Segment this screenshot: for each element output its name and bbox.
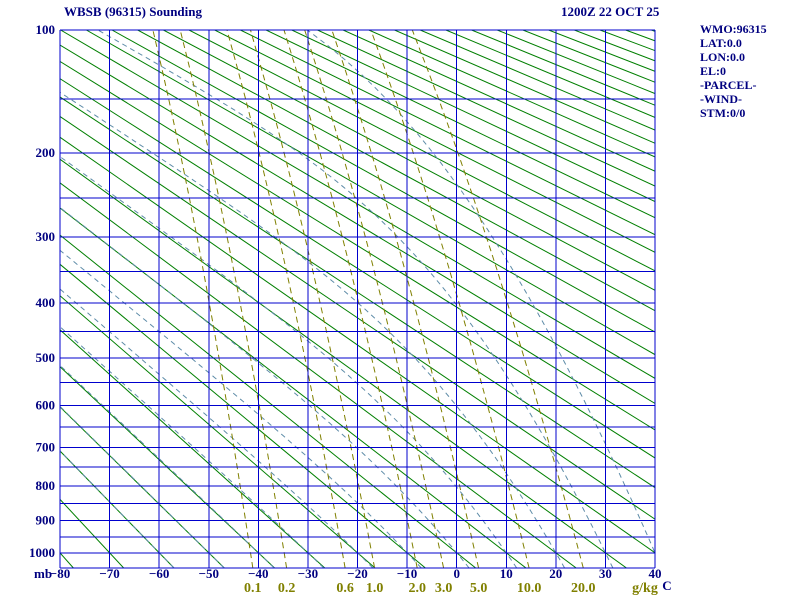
moist-adiabat-line	[60, 364, 275, 568]
moist-adiabat-line	[306, 30, 655, 555]
info-line: -PARCEL-	[700, 78, 757, 92]
dry-adiabat-line	[188, 30, 655, 272]
dry-adiabat-line	[214, 30, 655, 253]
mixing-ratio-line	[152, 30, 254, 568]
temperature-label: 0	[453, 566, 460, 581]
mixing-ratio-label: 1.0	[366, 581, 384, 596]
pressure-label: 300	[36, 229, 56, 244]
pressure-label: 200	[36, 145, 56, 160]
temperature-label: 20	[549, 566, 562, 581]
dry-adiabat-line	[60, 498, 125, 568]
temperature-label: −60	[149, 566, 169, 581]
pressure-temperature-grid	[59, 29, 656, 569]
info-line: WMO:96315	[700, 22, 767, 36]
mixing-ratio-unit-label: g/kg	[632, 581, 658, 596]
mixing-ratio-label: 5.0	[470, 581, 488, 596]
dry-adiabat-line	[394, 30, 655, 144]
dry-adiabat-line	[60, 406, 225, 568]
dry-adiabat-line	[137, 30, 655, 312]
pressure-label: 500	[36, 350, 56, 365]
dry-adiabat-line	[86, 30, 655, 356]
temperature-label: −70	[99, 566, 119, 581]
pressure-label: 600	[36, 398, 56, 413]
dry-adiabat-line	[291, 30, 655, 203]
dry-adiabat-line	[60, 78, 655, 459]
dry-adiabat-line	[60, 182, 577, 568]
moist-adiabat-line	[60, 450, 175, 568]
moist-adiabat-line	[60, 405, 225, 568]
moist-adiabat-line	[60, 91, 566, 568]
dry-adiabat-line	[60, 96, 655, 489]
dry-adiabat-line	[60, 329, 326, 568]
temperature-label: −80	[50, 566, 70, 581]
dry-adiabat-line	[60, 44, 655, 405]
info-line: LAT:0.0	[700, 36, 742, 50]
info-line: LON:0.0	[700, 50, 745, 64]
pressure-label: 400	[36, 295, 56, 310]
dry-adiabat-line	[60, 207, 527, 568]
dry-adiabat-line	[317, 30, 655, 187]
mixing-ratio-label: 0.6	[336, 581, 354, 596]
dry-adiabat-line	[60, 450, 175, 568]
dry-adiabat-line	[342, 30, 655, 172]
pressure-label: 100	[36, 22, 56, 37]
mixing-ratio-line	[250, 30, 376, 568]
temperature-label: 10	[500, 566, 513, 581]
info-line: STM:0/0	[700, 106, 746, 120]
temperature-label: −30	[298, 566, 318, 581]
dry-adiabat-line	[240, 30, 655, 236]
temperature-unit-label: C	[662, 578, 671, 593]
mixing-ratio-line	[179, 30, 288, 568]
pressure-label: 800	[36, 478, 56, 493]
dry-adiabat-line	[265, 30, 655, 219]
temperature-label: −40	[248, 566, 268, 581]
pressure-label: 700	[36, 440, 56, 455]
temperature-label: −50	[199, 566, 219, 581]
mixing-ratio-label: 0.2	[278, 581, 296, 596]
temperature-label: 40	[649, 566, 662, 581]
pressure-label: 900	[36, 513, 56, 528]
pressure-label: 1000	[29, 545, 55, 560]
dry-adiabat-line	[60, 365, 275, 568]
dry-adiabat-line	[60, 158, 627, 568]
dry-adiabat-line	[60, 60, 655, 431]
dry-adiabat-line	[60, 234, 477, 568]
dry-adiabat-line	[111, 30, 655, 333]
mixing-ratio-line	[226, 30, 346, 568]
dry-adiabat-line	[60, 30, 655, 379]
info-line: -WIND-	[700, 92, 742, 106]
mixing-ratio-line	[411, 30, 584, 568]
dry-adiabat-line	[60, 115, 655, 520]
moist-adiabat-line	[60, 288, 374, 568]
station-info-panel: WMO:96315 LAT:0.0 LON:0.0 EL:0 -PARCEL- -WIND…	[700, 22, 767, 120]
chart-datetime: 1200Z 22 OCT 25	[561, 4, 660, 19]
moist-adiabat-line	[60, 206, 470, 568]
moist-adiabat-line	[60, 249, 422, 568]
dry-adiabat-line	[420, 30, 655, 131]
mixing-ratio-label: 10.0	[517, 581, 542, 596]
dry-adiabat-line	[368, 30, 655, 158]
axis-labels-group: 0.1 0.2 0.6 1.0 2.0 3.0 5.0 10.0 20.0 g/kg1002003…	[29, 22, 672, 596]
moist-adiabat-line	[97, 30, 614, 568]
mixing-ratio-label: 0.1	[244, 581, 262, 596]
mixing-ratio-label: 20.0	[571, 581, 596, 596]
temperature-label: −10	[397, 566, 417, 581]
moist-adiabat-line	[60, 156, 518, 568]
temperature-label: 30	[599, 566, 612, 581]
dry-adiabat-line	[60, 136, 655, 554]
mixing-ratio-label: 2.0	[408, 581, 426, 596]
moist-adiabat-line	[60, 326, 325, 568]
mixing-ratio-line	[304, 30, 445, 568]
chart-title: WBSB (96315) Sounding	[64, 4, 202, 19]
pressure-unit-label: mb	[34, 566, 52, 581]
info-line: EL:0	[700, 64, 727, 78]
dry-adiabat-line	[60, 263, 426, 568]
mixing-ratio-line	[331, 30, 480, 568]
temperature-label: −20	[347, 566, 367, 581]
mixing-ratio-label: 3.0	[435, 581, 453, 596]
moist-adiabats-group	[60, 30, 655, 568]
mixing-ratio-line	[370, 30, 530, 568]
